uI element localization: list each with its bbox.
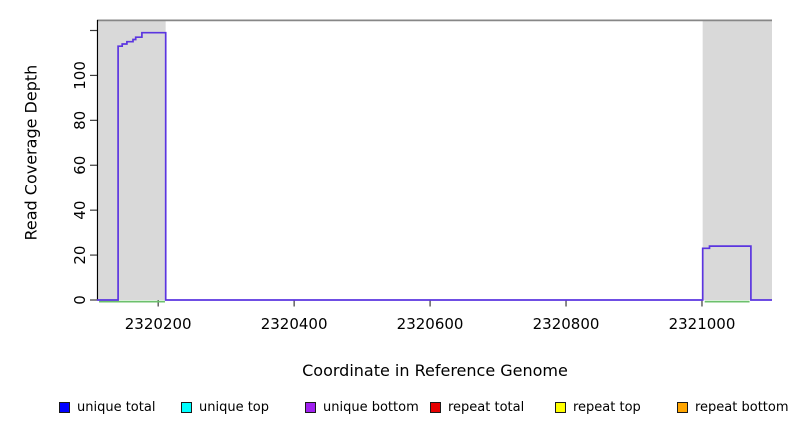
- legend-item-unique-top: unique top: [181, 400, 269, 415]
- y-tick-label: 20: [71, 246, 89, 265]
- legend-label: unique top: [199, 400, 270, 415]
- x-tick-label: 2320200: [125, 315, 192, 333]
- legend-label: unique total: [77, 400, 156, 415]
- x-tick-label: 2320600: [397, 315, 464, 333]
- y-tick-label: 0: [71, 295, 89, 305]
- shaded-region: [702, 21, 772, 300]
- x-axis-title: Coordinate in Reference Genome: [302, 361, 568, 380]
- repeat-top-swatch-icon: [555, 402, 566, 413]
- repeat-total-swatch-icon: [430, 402, 441, 413]
- legend-label: repeat total: [448, 400, 525, 415]
- coverage-line: [97, 31, 772, 301]
- legend: unique total unique top unique bottom re…: [0, 400, 792, 420]
- x-tick-label: 2320400: [261, 315, 328, 333]
- legend-item-repeat-top: repeat top: [555, 400, 641, 415]
- y-tick-label: 40: [71, 201, 89, 220]
- unique-top-swatch-icon: [181, 402, 192, 413]
- unique-bottom-swatch-icon: [305, 402, 316, 413]
- unique-total-swatch-icon: [59, 402, 70, 413]
- x-tick-label: 2320800: [533, 315, 600, 333]
- shaded-region: [98, 21, 166, 300]
- y-tick-label: 100: [71, 61, 89, 90]
- legend-label: repeat top: [573, 400, 641, 415]
- legend-item-unique-bottom: unique bottom: [305, 400, 419, 415]
- y-tick-label: 80: [71, 111, 89, 130]
- legend-label: repeat bottom: [695, 400, 789, 415]
- repeat-bottom-swatch-icon: [677, 402, 688, 413]
- legend-item-repeat-bottom: repeat bottom: [677, 400, 789, 415]
- legend-item-unique-total: unique total: [59, 400, 155, 415]
- legend-label: unique bottom: [323, 400, 419, 415]
- legend-item-repeat-total: repeat total: [430, 400, 524, 415]
- y-axis-title: Read Coverage Depth: [21, 64, 41, 241]
- x-tick-label: 2321000: [669, 315, 736, 333]
- y-tick-label: 60: [71, 156, 89, 175]
